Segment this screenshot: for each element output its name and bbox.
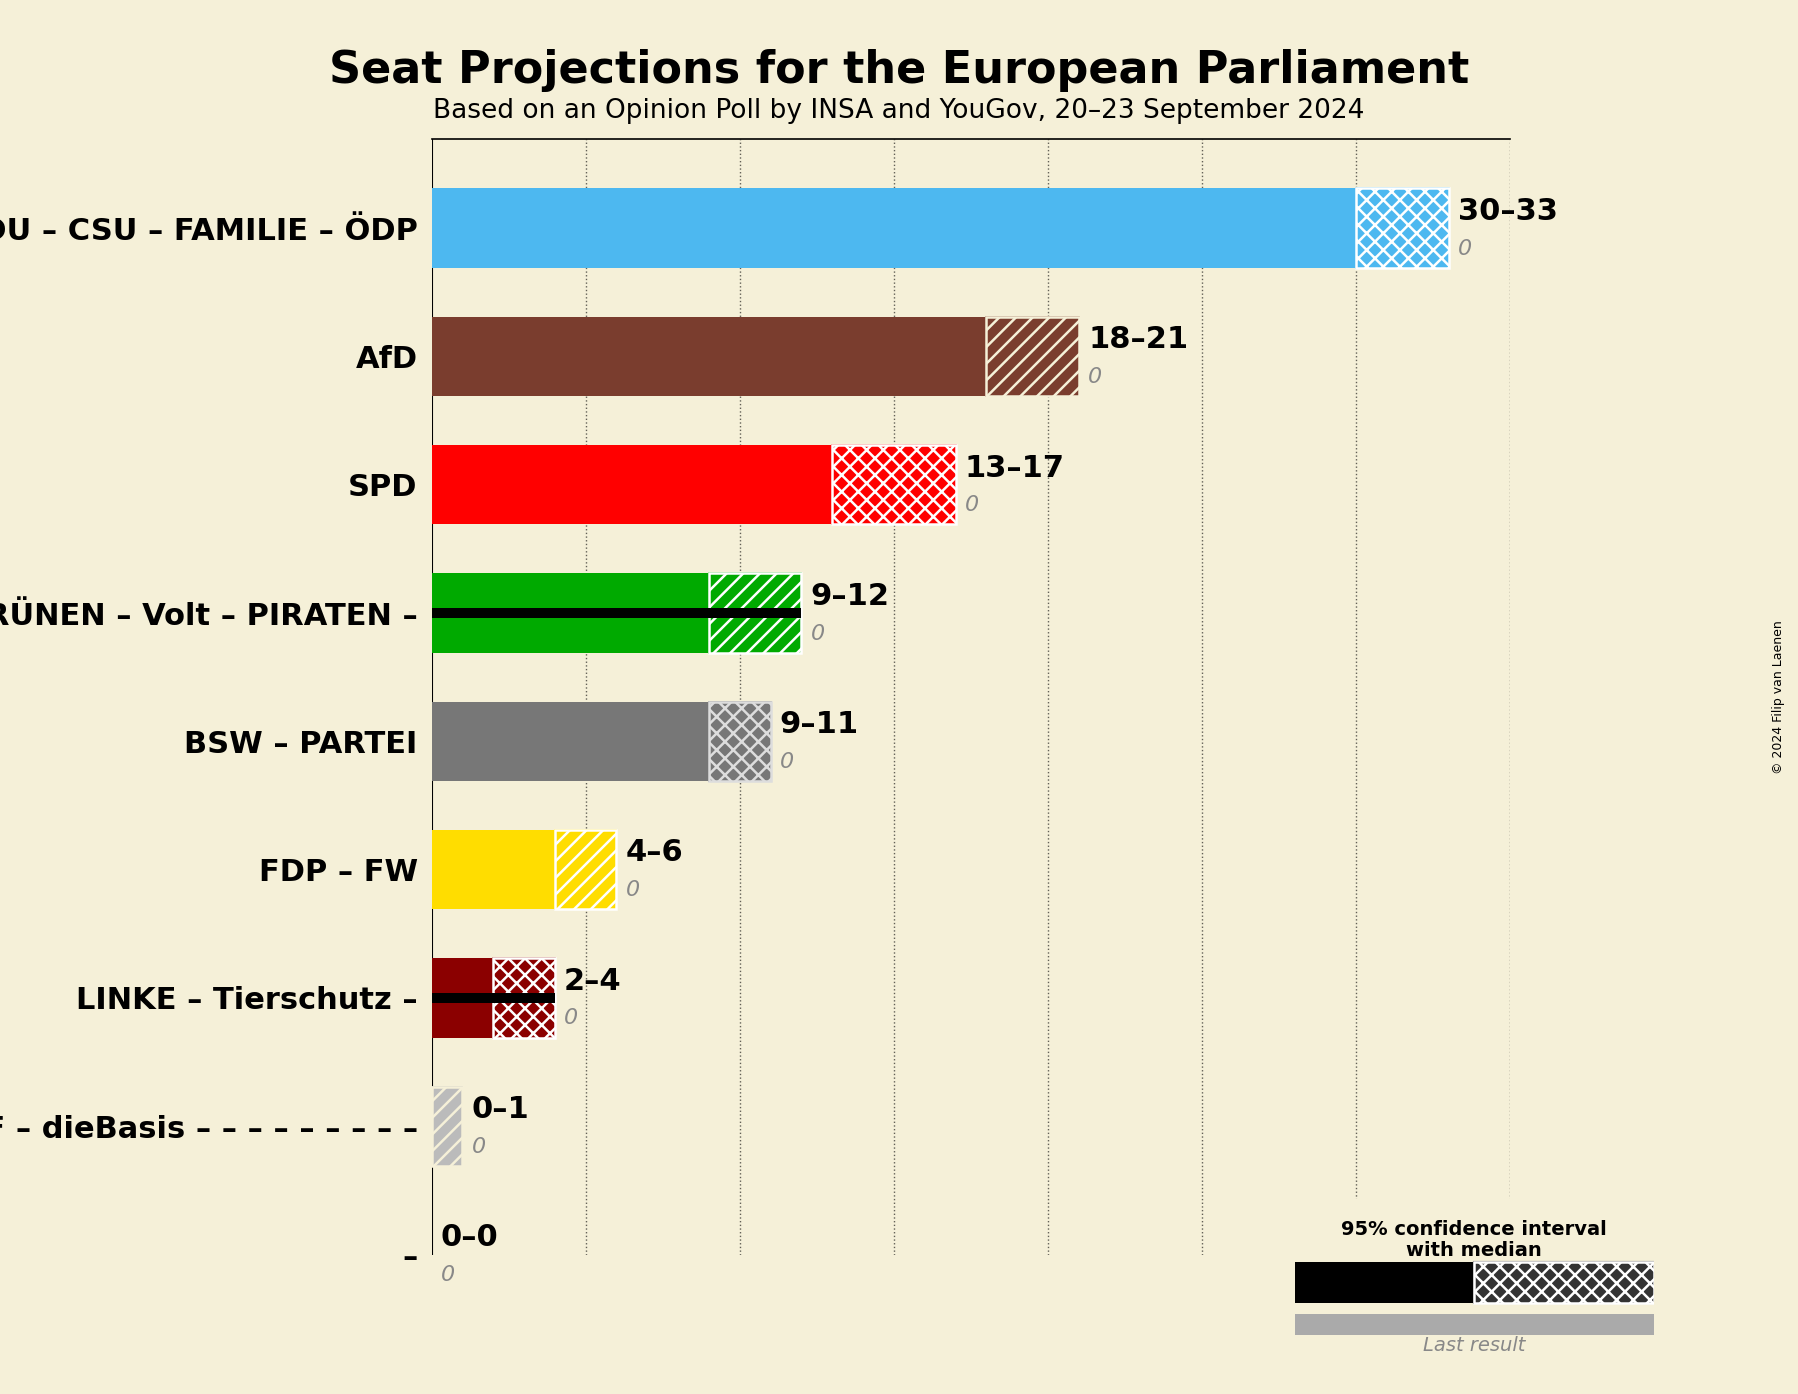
Bar [708,573,802,652]
Bar [432,701,708,781]
Bar [1356,188,1449,268]
Bar [708,573,802,652]
Bar [708,701,771,781]
Text: 0–1: 0–1 [471,1096,529,1124]
Text: Seat Projections for the European Parliament: Seat Projections for the European Parlia… [329,49,1469,92]
Bar [832,445,955,524]
Text: Based on an Opinion Poll by INSA and YouGov, 20–23 September 2024: Based on an Opinion Poll by INSA and You… [433,98,1365,124]
Text: 0: 0 [441,1266,455,1285]
Text: 0: 0 [1458,238,1473,259]
Bar [1295,1262,1474,1303]
Text: Last result: Last result [1424,1337,1525,1355]
Bar [1356,188,1449,268]
Bar [432,829,556,909]
Bar [432,958,493,1037]
Text: 13–17: 13–17 [966,453,1064,482]
Text: 4–6: 4–6 [626,838,683,867]
Text: 2–4: 2–4 [565,967,622,995]
Text: 0: 0 [471,1138,485,1157]
Bar [432,1086,462,1165]
Bar [432,993,556,1004]
Text: © 2024 Filip van Laenen: © 2024 Filip van Laenen [1773,620,1785,774]
Text: 0: 0 [966,495,978,516]
Bar [432,1086,462,1165]
Bar [987,316,1079,396]
Bar [432,316,987,396]
Bar [432,573,708,652]
Bar [1474,1262,1654,1303]
Text: 0: 0 [811,623,825,644]
Bar [432,445,832,524]
Bar [1295,1313,1654,1335]
Text: with median: with median [1406,1241,1543,1260]
Bar [493,958,556,1037]
Bar [832,445,955,524]
Text: 95% confidence interval: 95% confidence interval [1341,1220,1607,1239]
Text: 0–0: 0–0 [441,1224,498,1252]
Text: 9–11: 9–11 [780,710,859,739]
Bar [708,701,771,781]
Text: 18–21: 18–21 [1088,325,1188,354]
Bar [987,316,1079,396]
Bar [556,829,617,909]
Bar [493,958,556,1037]
Bar [1474,1262,1654,1303]
Text: 0: 0 [565,1008,579,1029]
Text: 30–33: 30–33 [1458,197,1557,226]
Text: 0: 0 [1088,367,1102,388]
Bar [556,829,617,909]
Bar [432,188,1356,268]
Text: 0: 0 [626,880,640,901]
Bar [432,608,802,618]
Text: 9–12: 9–12 [811,581,890,611]
Text: 0: 0 [780,751,795,772]
